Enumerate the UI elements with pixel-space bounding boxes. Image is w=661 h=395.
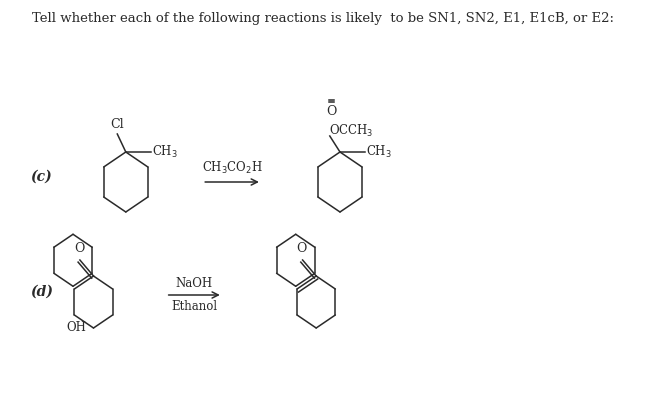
Text: Tell whether each of the following reactions is likely  to be SN1, SN2, E1, E1cB: Tell whether each of the following react… <box>32 12 614 25</box>
Text: NaOH: NaOH <box>176 277 213 290</box>
Text: CH$_3$CO$_2$H: CH$_3$CO$_2$H <box>202 160 262 176</box>
Text: O: O <box>297 242 307 255</box>
Text: O: O <box>327 105 336 118</box>
Text: (d): (d) <box>30 285 54 299</box>
Text: CH$_3$: CH$_3$ <box>366 144 392 160</box>
Text: OCCH$_3$: OCCH$_3$ <box>329 123 373 139</box>
Text: Ethanol: Ethanol <box>171 300 217 313</box>
Text: O: O <box>74 242 84 255</box>
Text: Cl: Cl <box>110 118 124 131</box>
Text: CH$_3$: CH$_3$ <box>152 144 178 160</box>
Text: OH: OH <box>66 321 86 334</box>
Text: (c): (c) <box>30 170 52 184</box>
